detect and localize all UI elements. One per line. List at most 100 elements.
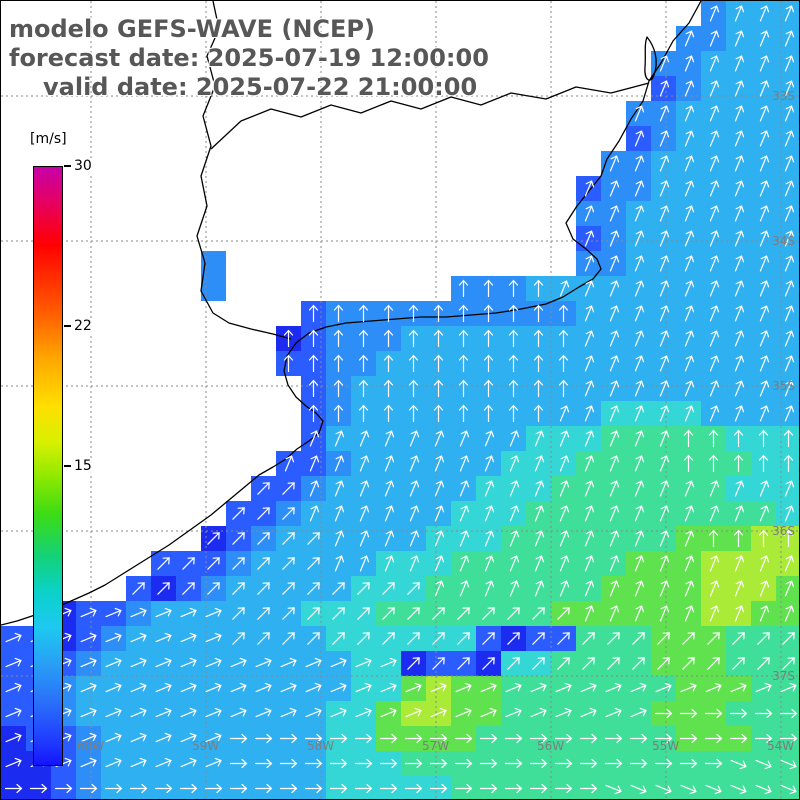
wind-arrow [682,632,695,645]
wind-arrow [632,657,645,670]
wave-cell [126,776,151,799]
wind-arrow [454,758,473,769]
wind-arrow [784,480,795,497]
wind-arrow [734,80,745,97]
wind-arrow [207,532,220,545]
wind-arrow [484,430,495,447]
wind-arrow [433,354,444,373]
wind-arrow [105,657,122,668]
wind-arrow [409,555,420,572]
wind-arrow [358,404,369,423]
wind-arrow [684,80,695,97]
wind-arrow [279,733,298,744]
wind-arrow [382,582,395,595]
wave-cell [51,776,76,799]
wind-arrow [408,404,419,423]
wind-arrow [708,454,719,473]
wind-arrow [679,733,698,744]
wave-cell [776,151,799,176]
wind-arrow [332,582,345,595]
wind-arrow [429,758,448,769]
wind-arrow [507,607,520,620]
wave-cell [751,776,776,799]
wind-arrow [80,682,97,693]
wind-arrow [734,255,745,272]
wave-cell [776,251,799,276]
wind-arrow [659,130,670,147]
wind-arrow [357,632,370,645]
wind-arrow [609,355,620,372]
wind-arrow [734,280,745,297]
wind-arrow [659,555,670,572]
wind-arrow [280,657,297,668]
wind-arrow [657,632,670,645]
wind-arrow [709,180,720,197]
wind-arrow [630,784,647,795]
wave-cell [776,51,799,76]
wind-arrow [404,733,423,744]
wind-arrow [584,355,595,372]
wind-arrow [230,657,247,668]
wind-arrow [334,455,345,472]
wind-arrow [379,758,398,769]
wind-arrow [709,155,720,172]
wind-arrow [507,657,520,670]
wind-arrow [383,329,394,348]
colorbar-gradient [33,166,63,766]
wind-arrow [584,455,595,472]
wave-cell [551,776,576,799]
wind-arrow [758,429,769,448]
wind-arrow [434,480,445,497]
wind-arrow [558,304,569,323]
wind-arrow [784,5,795,22]
wind-arrow [784,580,795,597]
wind-arrow [205,757,222,768]
wave-cell [776,426,799,451]
wind-arrow [533,354,544,373]
wind-arrow [130,632,147,643]
wind-arrow [484,480,495,497]
wind-arrow [232,632,245,645]
wind-arrow [409,505,420,522]
wind-arrow [634,505,645,522]
wind-arrow [709,305,720,322]
wind-arrow [54,783,73,794]
wave-cell [776,601,799,626]
wave-cell [426,776,451,799]
wind-arrow [458,354,469,373]
wind-arrow [709,5,720,22]
wind-arrow [579,783,598,794]
wind-arrow [279,758,298,769]
wind-arrow [709,55,720,72]
wind-arrow [80,707,97,718]
wind-arrow [308,304,319,323]
wind-arrow [182,582,195,595]
wind-arrow [557,632,570,645]
wind-arrow [334,480,345,497]
wind-arrow [329,733,348,744]
wind-arrow [584,280,595,297]
wind-arrow [329,783,348,794]
wind-arrow [680,682,697,693]
wind-arrow [684,55,695,72]
wind-arrow [180,657,197,668]
wind-arrow [734,330,745,347]
wind-arrow [734,505,745,522]
wave-cell [776,126,799,151]
wind-arrow [729,733,748,744]
wind-arrow [334,555,345,572]
wind-arrow [754,708,773,719]
wind-arrow [132,582,145,595]
wind-arrow [580,682,597,693]
wind-arrow [609,180,620,197]
wind-arrow [759,280,770,297]
lat-label: 37S [772,669,795,683]
model-title: modelo GEFS-WAVE (NCEP) [9,15,375,43]
wind-arrow [784,80,795,97]
wind-arrow [80,632,97,643]
wind-arrow [359,505,370,522]
wind-arrow [284,455,295,472]
wind-arrow [508,329,519,348]
wind-arrow [659,330,670,347]
wind-arrow [734,355,745,372]
